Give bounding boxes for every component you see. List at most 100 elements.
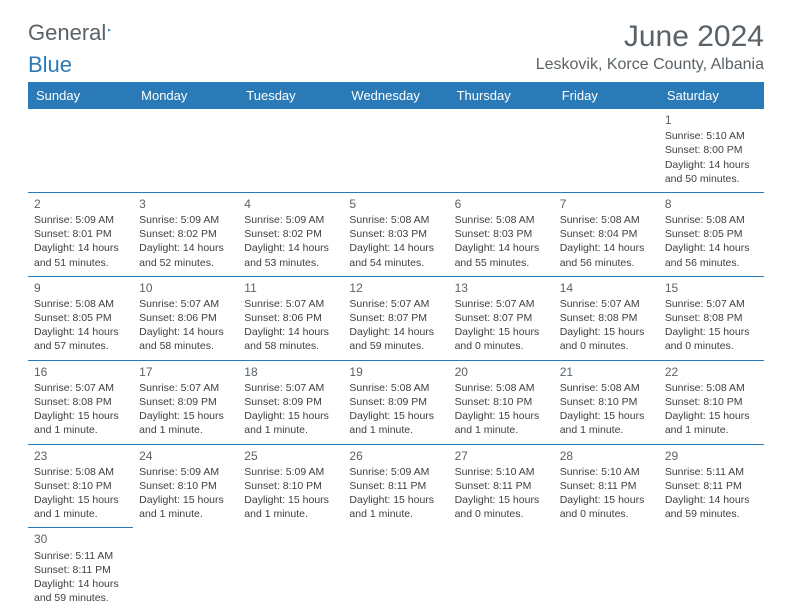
day-number: 6: [455, 196, 548, 212]
daylight-text: Daylight: 14 hours and 58 minutes.: [244, 325, 337, 353]
weekday-header: Friday: [554, 82, 659, 109]
header: General June 2024 Leskovik, Korce County…: [28, 20, 764, 74]
sunset-text: Sunset: 8:09 PM: [139, 395, 232, 409]
calendar-day-cell: 7Sunrise: 5:08 AMSunset: 8:04 PMDaylight…: [554, 192, 659, 276]
calendar-day-cell: 29Sunrise: 5:11 AMSunset: 8:11 PMDayligh…: [659, 444, 764, 528]
weekday-header: Saturday: [659, 82, 764, 109]
daylight-text: Daylight: 15 hours and 0 minutes.: [560, 493, 653, 521]
calendar-empty-cell: [28, 109, 133, 192]
sunrise-text: Sunrise: 5:11 AM: [34, 549, 127, 563]
daylight-text: Daylight: 14 hours and 59 minutes.: [665, 493, 758, 521]
calendar-week-row: 16Sunrise: 5:07 AMSunset: 8:08 PMDayligh…: [28, 360, 764, 444]
sunrise-text: Sunrise: 5:07 AM: [455, 297, 548, 311]
sunrise-text: Sunrise: 5:07 AM: [560, 297, 653, 311]
calendar-day-cell: 25Sunrise: 5:09 AMSunset: 8:10 PMDayligh…: [238, 444, 343, 528]
sunrise-text: Sunrise: 5:10 AM: [665, 129, 758, 143]
calendar-week-row: 2Sunrise: 5:09 AMSunset: 8:01 PMDaylight…: [28, 192, 764, 276]
calendar-week-row: 30Sunrise: 5:11 AMSunset: 8:11 PMDayligh…: [28, 528, 764, 611]
sunset-text: Sunset: 8:11 PM: [455, 479, 548, 493]
day-number: 22: [665, 364, 758, 380]
calendar-body: 1Sunrise: 5:10 AMSunset: 8:00 PMDaylight…: [28, 109, 764, 611]
day-number: 18: [244, 364, 337, 380]
sunset-text: Sunset: 8:11 PM: [665, 479, 758, 493]
day-number: 5: [349, 196, 442, 212]
sunset-text: Sunset: 8:03 PM: [455, 227, 548, 241]
daylight-text: Daylight: 15 hours and 1 minute.: [34, 493, 127, 521]
daylight-text: Daylight: 15 hours and 1 minute.: [560, 409, 653, 437]
calendar-empty-cell: [449, 109, 554, 192]
sunrise-text: Sunrise: 5:08 AM: [349, 381, 442, 395]
calendar-empty-cell: [554, 528, 659, 611]
sunrise-text: Sunrise: 5:09 AM: [34, 213, 127, 227]
calendar-empty-cell: [133, 109, 238, 192]
weekday-header: Tuesday: [238, 82, 343, 109]
calendar-header-row: SundayMondayTuesdayWednesdayThursdayFrid…: [28, 82, 764, 109]
calendar-day-cell: 6Sunrise: 5:08 AMSunset: 8:03 PMDaylight…: [449, 192, 554, 276]
day-number: 11: [244, 280, 337, 296]
day-number: 10: [139, 280, 232, 296]
sunrise-text: Sunrise: 5:08 AM: [349, 213, 442, 227]
calendar-day-cell: 16Sunrise: 5:07 AMSunset: 8:08 PMDayligh…: [28, 360, 133, 444]
daylight-text: Daylight: 15 hours and 1 minute.: [455, 409, 548, 437]
daylight-text: Daylight: 14 hours and 59 minutes.: [349, 325, 442, 353]
sunrise-text: Sunrise: 5:08 AM: [665, 213, 758, 227]
sunset-text: Sunset: 8:05 PM: [34, 311, 127, 325]
daylight-text: Daylight: 14 hours and 56 minutes.: [665, 241, 758, 269]
sunset-text: Sunset: 8:02 PM: [244, 227, 337, 241]
daylight-text: Daylight: 14 hours and 56 minutes.: [560, 241, 653, 269]
day-number: 25: [244, 448, 337, 464]
calendar-day-cell: 18Sunrise: 5:07 AMSunset: 8:09 PMDayligh…: [238, 360, 343, 444]
day-number: 16: [34, 364, 127, 380]
calendar-empty-cell: [449, 528, 554, 611]
sunset-text: Sunset: 8:07 PM: [455, 311, 548, 325]
logo-flag-icon: [108, 21, 112, 39]
sunset-text: Sunset: 8:10 PM: [139, 479, 232, 493]
calendar-week-row: 9Sunrise: 5:08 AMSunset: 8:05 PMDaylight…: [28, 276, 764, 360]
daylight-text: Daylight: 14 hours and 50 minutes.: [665, 158, 758, 186]
calendar-day-cell: 17Sunrise: 5:07 AMSunset: 8:09 PMDayligh…: [133, 360, 238, 444]
sunset-text: Sunset: 8:08 PM: [560, 311, 653, 325]
calendar-empty-cell: [238, 528, 343, 611]
day-number: 9: [34, 280, 127, 296]
sunrise-text: Sunrise: 5:08 AM: [34, 465, 127, 479]
daylight-text: Daylight: 15 hours and 0 minutes.: [455, 493, 548, 521]
logo-text-general: General: [28, 20, 106, 46]
sunrise-text: Sunrise: 5:08 AM: [560, 381, 653, 395]
calendar-day-cell: 19Sunrise: 5:08 AMSunset: 8:09 PMDayligh…: [343, 360, 448, 444]
calendar-day-cell: 30Sunrise: 5:11 AMSunset: 8:11 PMDayligh…: [28, 528, 133, 611]
daylight-text: Daylight: 14 hours and 59 minutes.: [34, 577, 127, 605]
daylight-text: Daylight: 15 hours and 1 minute.: [244, 493, 337, 521]
sunrise-text: Sunrise: 5:09 AM: [139, 465, 232, 479]
calendar-day-cell: 4Sunrise: 5:09 AMSunset: 8:02 PMDaylight…: [238, 192, 343, 276]
sunset-text: Sunset: 8:07 PM: [349, 311, 442, 325]
weekday-header: Wednesday: [343, 82, 448, 109]
sunrise-text: Sunrise: 5:08 AM: [455, 213, 548, 227]
sunrise-text: Sunrise: 5:10 AM: [560, 465, 653, 479]
day-number: 24: [139, 448, 232, 464]
sunset-text: Sunset: 8:11 PM: [560, 479, 653, 493]
calendar-day-cell: 11Sunrise: 5:07 AMSunset: 8:06 PMDayligh…: [238, 276, 343, 360]
daylight-text: Daylight: 14 hours and 58 minutes.: [139, 325, 232, 353]
sunrise-text: Sunrise: 5:08 AM: [455, 381, 548, 395]
sunset-text: Sunset: 8:09 PM: [349, 395, 442, 409]
calendar-week-row: 1Sunrise: 5:10 AMSunset: 8:00 PMDaylight…: [28, 109, 764, 192]
daylight-text: Daylight: 15 hours and 1 minute.: [139, 409, 232, 437]
day-number: 7: [560, 196, 653, 212]
sunrise-text: Sunrise: 5:07 AM: [349, 297, 442, 311]
sunset-text: Sunset: 8:00 PM: [665, 143, 758, 157]
calendar-day-cell: 20Sunrise: 5:08 AMSunset: 8:10 PMDayligh…: [449, 360, 554, 444]
day-number: 1: [665, 112, 758, 128]
sunrise-text: Sunrise: 5:08 AM: [560, 213, 653, 227]
sunset-text: Sunset: 8:11 PM: [34, 563, 127, 577]
sunrise-text: Sunrise: 5:07 AM: [665, 297, 758, 311]
calendar-day-cell: 28Sunrise: 5:10 AMSunset: 8:11 PMDayligh…: [554, 444, 659, 528]
daylight-text: Daylight: 14 hours and 53 minutes.: [244, 241, 337, 269]
calendar-day-cell: 8Sunrise: 5:08 AMSunset: 8:05 PMDaylight…: [659, 192, 764, 276]
title-block: June 2024 Leskovik, Korce County, Albani…: [536, 20, 764, 74]
daylight-text: Daylight: 15 hours and 0 minutes.: [560, 325, 653, 353]
calendar-day-cell: 21Sunrise: 5:08 AMSunset: 8:10 PMDayligh…: [554, 360, 659, 444]
sunset-text: Sunset: 8:08 PM: [665, 311, 758, 325]
calendar-day-cell: 13Sunrise: 5:07 AMSunset: 8:07 PMDayligh…: [449, 276, 554, 360]
sunset-text: Sunset: 8:10 PM: [665, 395, 758, 409]
day-number: 3: [139, 196, 232, 212]
